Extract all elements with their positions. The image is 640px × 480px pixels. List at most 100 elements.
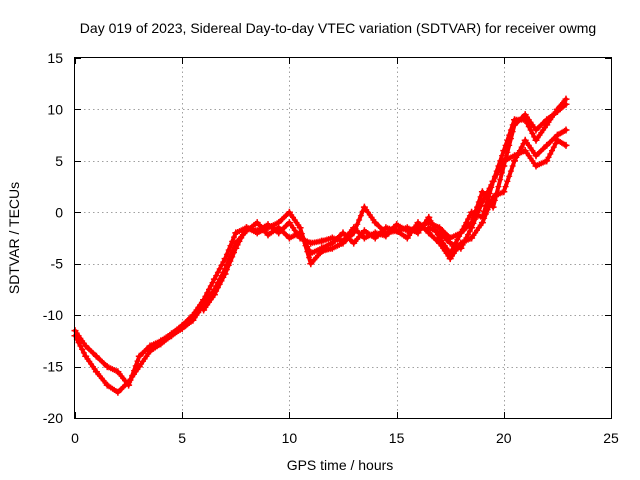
data-point — [562, 126, 570, 134]
x-tick-label: 10 — [282, 430, 298, 446]
y-tick-label: -5 — [51, 256, 64, 272]
data-point — [543, 157, 551, 165]
data-point — [468, 224, 476, 232]
data-point — [532, 136, 540, 144]
x-tick-label: 20 — [496, 430, 512, 446]
data-point — [425, 224, 433, 232]
y-tick-label: 0 — [55, 204, 63, 220]
data-point — [178, 325, 186, 332]
y-tick-label: 15 — [47, 50, 63, 66]
data-point — [489, 177, 497, 185]
x-tick-label: 0 — [71, 430, 79, 446]
data-point — [200, 306, 208, 314]
data-point — [264, 224, 272, 232]
data-point — [478, 213, 486, 221]
data-point — [350, 239, 358, 247]
data-point — [414, 219, 422, 227]
y-tick-label: 5 — [55, 153, 63, 169]
data-point — [318, 247, 326, 255]
data-point — [500, 188, 508, 196]
data-point — [457, 229, 465, 237]
data-point — [478, 198, 486, 206]
data-point — [92, 352, 100, 360]
data-point — [553, 136, 561, 144]
data-point — [511, 152, 518, 160]
x-tick-label: 5 — [178, 430, 186, 446]
data-point — [543, 141, 551, 149]
data-point — [414, 229, 422, 237]
data-point — [232, 244, 240, 252]
data-point — [436, 229, 443, 237]
data-point — [511, 116, 518, 124]
y-axis-label: SDTVAR / TECUs — [6, 182, 22, 294]
x-axis-label: GPS time / hours — [287, 457, 394, 473]
data-point — [382, 229, 390, 237]
data-point — [264, 231, 272, 239]
data-point — [103, 381, 111, 389]
data-point — [521, 116, 529, 124]
data-point — [307, 260, 315, 268]
data-point — [125, 378, 133, 386]
data-point — [189, 316, 197, 324]
x-tick-label: 25 — [603, 430, 619, 446]
axes: 0 5 10 15 20 25 -20 -15 -10 -5 0 5 10 15 — [43, 50, 619, 446]
data-point — [562, 95, 570, 103]
data-point — [82, 352, 90, 360]
data-point — [285, 208, 293, 216]
data-point — [532, 126, 540, 134]
x-tick-label: 15 — [389, 430, 405, 446]
data-point — [360, 234, 368, 242]
data-point — [157, 340, 165, 348]
data-point — [468, 208, 476, 216]
data-point — [296, 224, 304, 232]
y-tick-label: -20 — [43, 410, 63, 426]
data-point — [339, 239, 347, 247]
data-point — [553, 105, 561, 113]
data-point — [210, 291, 218, 299]
data-point — [243, 224, 250, 232]
data-point — [135, 352, 143, 360]
data-point — [232, 229, 240, 237]
data-point — [103, 363, 111, 371]
data-point — [92, 368, 100, 376]
y-tick-label: -15 — [43, 359, 63, 375]
data-point — [328, 244, 336, 252]
data-point — [350, 229, 358, 237]
data-point — [521, 147, 529, 155]
data-point — [403, 234, 411, 242]
data-point — [318, 237, 326, 245]
data-point — [360, 203, 368, 211]
data-point — [371, 234, 379, 242]
y-tick-label: 10 — [47, 101, 63, 117]
data-point — [253, 229, 261, 237]
data-point — [253, 219, 261, 227]
data-point — [168, 332, 175, 340]
data-point — [393, 227, 401, 235]
data-point — [371, 219, 379, 227]
data-point — [146, 347, 154, 355]
data-point — [339, 229, 347, 237]
data-point — [562, 141, 570, 149]
data-point — [425, 213, 433, 221]
data-point — [489, 193, 497, 201]
data-point — [135, 363, 143, 371]
data-point — [457, 244, 465, 252]
data-point — [543, 121, 551, 129]
data-point — [275, 219, 283, 227]
chart-title: Day 019 of 2023, Sidereal Day-to-day VTE… — [80, 20, 596, 36]
series-layer — [71, 95, 570, 396]
data-point — [285, 234, 293, 242]
data-point — [221, 270, 229, 278]
data-point — [446, 239, 454, 247]
y-tick-label: -10 — [43, 307, 63, 323]
data-point — [285, 219, 293, 227]
data-point — [114, 388, 122, 396]
data-point — [532, 152, 540, 160]
data-point — [360, 227, 368, 235]
data-point — [532, 162, 540, 170]
data-point — [500, 157, 508, 165]
data-point — [446, 249, 454, 257]
data-point — [403, 224, 411, 232]
plot-frame — [74, 57, 612, 419]
data-point — [393, 221, 401, 229]
